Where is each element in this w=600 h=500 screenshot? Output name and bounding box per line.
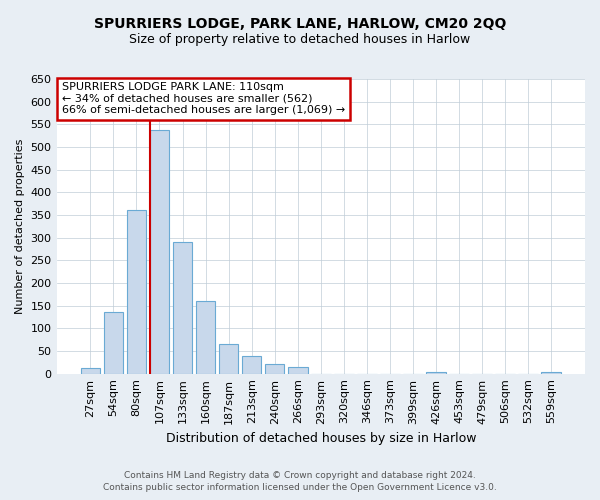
Bar [219, 344, 238, 374]
Bar [426, 372, 446, 374]
Text: SPURRIERS LODGE, PARK LANE, HARLOW, CM20 2QQ: SPURRIERS LODGE, PARK LANE, HARLOW, CM20… [94, 18, 506, 32]
Bar [104, 312, 123, 374]
Bar [80, 368, 100, 374]
Bar [288, 368, 308, 374]
Text: Size of property relative to detached houses in Harlow: Size of property relative to detached ho… [130, 32, 470, 46]
Text: Contains public sector information licensed under the Open Government Licence v3: Contains public sector information licen… [103, 484, 497, 492]
Bar [127, 210, 146, 374]
Text: Contains HM Land Registry data © Crown copyright and database right 2024.: Contains HM Land Registry data © Crown c… [124, 471, 476, 480]
Bar [541, 372, 561, 374]
Bar [173, 242, 193, 374]
X-axis label: Distribution of detached houses by size in Harlow: Distribution of detached houses by size … [166, 432, 476, 445]
Bar [196, 301, 215, 374]
Bar [265, 364, 284, 374]
Y-axis label: Number of detached properties: Number of detached properties [15, 138, 25, 314]
Text: SPURRIERS LODGE PARK LANE: 110sqm
← 34% of detached houses are smaller (562)
66%: SPURRIERS LODGE PARK LANE: 110sqm ← 34% … [62, 82, 345, 115]
Bar [149, 130, 169, 374]
Bar [242, 356, 262, 374]
